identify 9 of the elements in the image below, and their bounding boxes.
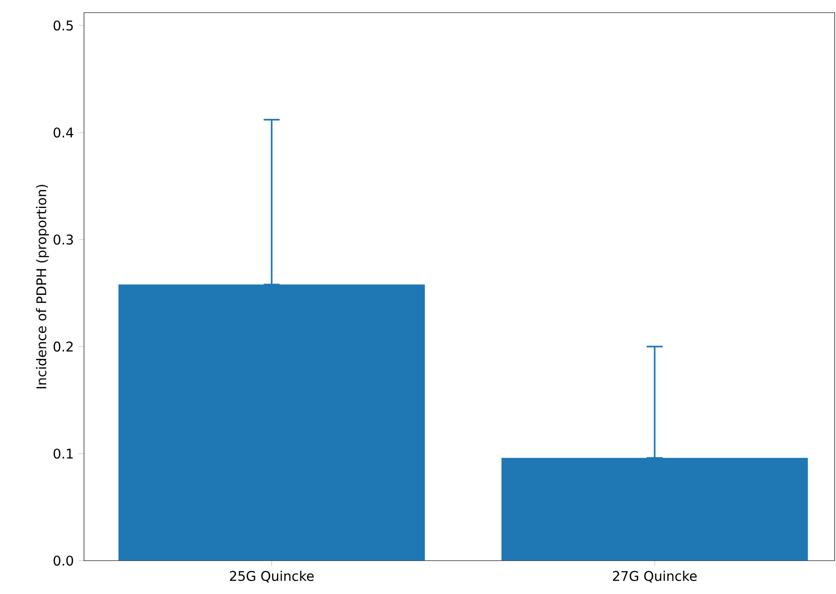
x-tick-label: 25G Quincke — [230, 570, 314, 583]
y-tick-label: 0.4 — [54, 127, 74, 138]
x-tick-label: 27G Quincke — [612, 570, 697, 583]
y-tick-label: 0.5 — [54, 20, 73, 31]
y-tick-label: 0.3 — [54, 234, 73, 245]
y-tick-label: 0.0 — [54, 556, 74, 566]
y-tick-label: 0.2 — [54, 342, 73, 352]
y-tick-label: 0.1 — [54, 448, 73, 459]
y-axis-title: Incidence of PDPH (proportion) — [36, 184, 49, 388]
